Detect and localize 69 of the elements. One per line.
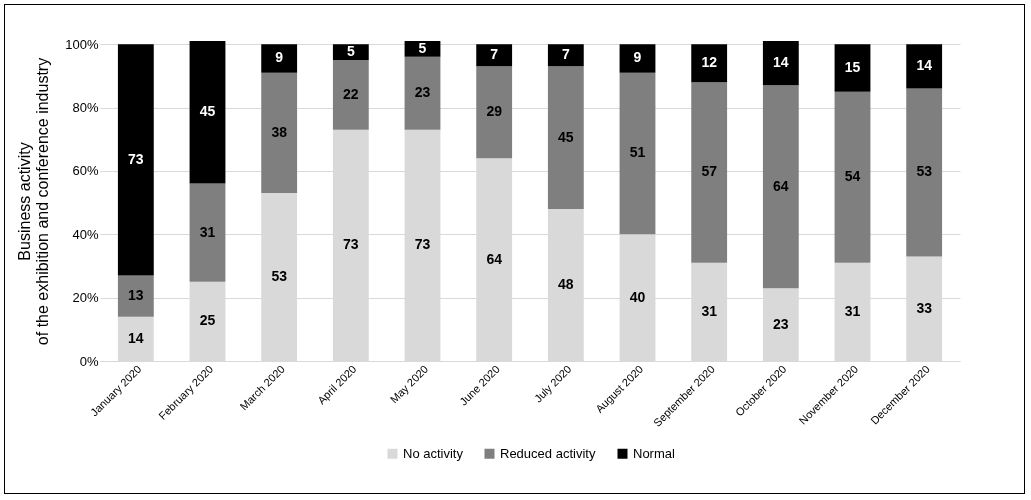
- y-tick-label: 100%: [65, 36, 99, 52]
- data-label: 5: [418, 39, 427, 56]
- data-label: 31: [844, 302, 861, 319]
- bar: [547, 44, 584, 67]
- bar: [476, 66, 513, 159]
- data-label: 45: [558, 128, 574, 145]
- y-tick-label: 80%: [72, 100, 99, 116]
- data-label: 9: [633, 49, 642, 66]
- data-label: 64: [486, 250, 503, 267]
- bar: [189, 41, 226, 184]
- data-label: 14: [916, 57, 933, 74]
- data-label: 53: [271, 268, 288, 285]
- data-label: 31: [199, 223, 216, 240]
- data-label: 9: [275, 49, 284, 66]
- bar: [691, 82, 728, 263]
- data-label: 54: [844, 168, 861, 185]
- data-label: 13: [128, 287, 144, 304]
- bar: [762, 41, 799, 86]
- data-label: 23: [773, 315, 789, 332]
- bar: [691, 44, 728, 83]
- bar: [332, 44, 369, 61]
- data-label: 29: [486, 103, 503, 120]
- data-label: 23: [414, 84, 431, 101]
- data-label: 5: [346, 43, 355, 60]
- bar: [476, 44, 513, 67]
- data-label: 7: [490, 46, 499, 63]
- data-label: 14: [773, 54, 789, 71]
- bar: [261, 72, 298, 194]
- bar: [906, 88, 943, 257]
- data-label: 57: [701, 163, 718, 180]
- data-label: 53: [916, 163, 933, 180]
- data-label: 15: [844, 58, 861, 75]
- data-label: 73: [343, 236, 359, 253]
- y-tick-label: 60%: [72, 163, 99, 179]
- data-label: 45: [199, 103, 216, 120]
- data-label: 51: [629, 144, 646, 161]
- bar: [619, 72, 656, 235]
- bar: [834, 44, 871, 92]
- data-label: 7: [561, 46, 570, 63]
- bar: [189, 183, 226, 282]
- bar: [117, 44, 154, 276]
- y-axis-title: Business activity of the exhibition and conference industry: [16, 57, 52, 346]
- data-label: 22: [343, 85, 359, 102]
- bar: [547, 66, 584, 209]
- data-label: 48: [558, 275, 574, 292]
- y-tick-label: 0%: [79, 353, 99, 369]
- bar: [117, 275, 154, 317]
- bar: [619, 44, 656, 73]
- y-tick-label: 40%: [72, 226, 99, 242]
- legend-label: Reduced activity: [500, 445, 596, 461]
- data-label: 73: [128, 150, 144, 167]
- data-label: 31: [701, 302, 718, 319]
- bar: [906, 44, 943, 89]
- bar: [762, 85, 799, 289]
- data-label: 12: [701, 54, 718, 71]
- data-label: 25: [199, 312, 216, 329]
- legend-label: No activity: [403, 445, 464, 461]
- bar: [834, 91, 871, 263]
- data-label: 33: [916, 299, 933, 316]
- bar: [261, 44, 298, 73]
- data-label: 40: [629, 288, 646, 305]
- data-label: 38: [271, 123, 288, 140]
- y-tick-label: 20%: [72, 290, 99, 306]
- legend-label: Normal: [633, 445, 676, 461]
- bar: [404, 56, 441, 130]
- data-label: 73: [414, 236, 431, 253]
- data-label: 14: [128, 329, 144, 346]
- bar: [332, 60, 369, 130]
- data-label: 64: [773, 177, 789, 194]
